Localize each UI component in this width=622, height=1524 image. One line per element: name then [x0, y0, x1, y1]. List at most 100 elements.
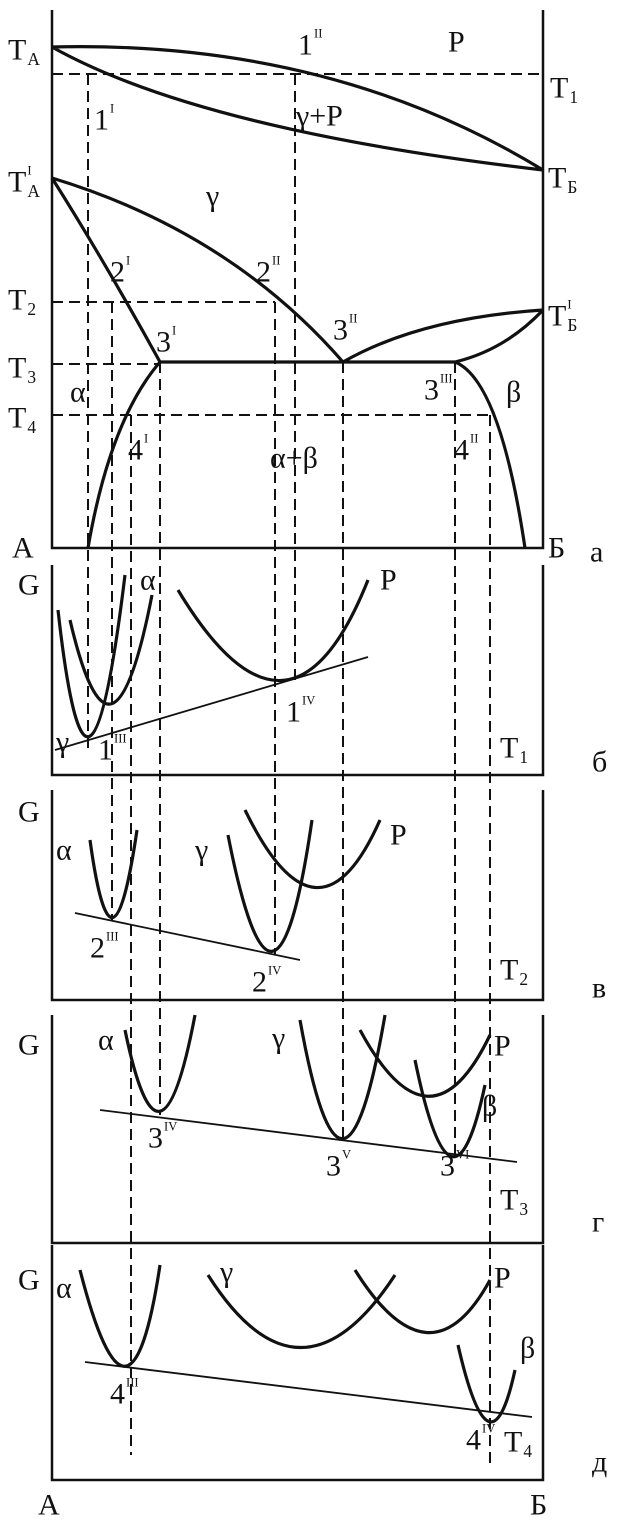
point-label: 3	[440, 1150, 455, 1183]
point-label-sup: II	[314, 27, 322, 41]
point-label-sup: IV	[268, 964, 281, 978]
point-label: 3	[326, 1150, 341, 1183]
phase-label: α	[98, 1024, 114, 1057]
phase-label: P	[494, 1030, 511, 1063]
temperature-label-sub: 1	[519, 747, 528, 767]
point-label-sup: I	[172, 324, 176, 338]
point-label: 4	[128, 434, 143, 467]
point-label-sup: IV	[302, 694, 315, 708]
phase-label: γ	[271, 1022, 285, 1055]
point-label-sup: I	[110, 102, 114, 116]
phase-label: γ	[194, 834, 208, 867]
phase-label: β	[482, 1090, 497, 1123]
temperature-label-sub: 4	[27, 417, 36, 437]
point-label: 3	[148, 1122, 163, 1155]
axis-end-label: Б	[548, 532, 565, 565]
point-label-sup: III	[106, 930, 119, 944]
liquidus-solidus	[51, 45, 544, 172]
temperature-label: T	[504, 1426, 522, 1459]
temperature-label: T	[550, 72, 568, 105]
region-label: P	[448, 26, 465, 59]
point-label: 3	[333, 314, 348, 347]
point-label: 4	[466, 1424, 481, 1457]
point-label-sup: II	[272, 254, 280, 268]
point-label-sup: II	[470, 432, 478, 446]
temperature-label-sub: 2	[27, 299, 36, 319]
point-label-sup: VI	[456, 1148, 469, 1162]
temperature-label: T	[500, 1184, 518, 1217]
energy-axis-label: G	[18, 796, 40, 829]
temperature-label-sub: 2	[519, 969, 528, 989]
temperature-label-sup: I	[27, 164, 31, 178]
point-label: 3	[424, 374, 439, 407]
point-label: 2	[90, 932, 105, 965]
point-label: 1	[298, 29, 313, 62]
temperature-label-sub: 3	[27, 367, 36, 387]
energy-curves	[88, 809, 382, 953]
temperature-label: T	[8, 352, 26, 385]
temperature-label: T	[548, 300, 566, 333]
temperature-label: T	[8, 284, 26, 317]
point-label-sup: IV	[482, 1422, 495, 1436]
panel-label: в	[592, 972, 606, 1005]
point-label: 3	[156, 326, 171, 359]
region-label: γ+P	[295, 100, 343, 133]
temperature-label-sub: 1	[569, 87, 578, 107]
point-label-sup: III	[126, 1376, 139, 1390]
axis-end-label: A	[12, 532, 34, 565]
temperature-label-sub: 4	[523, 1441, 532, 1461]
phase-label: P	[494, 1262, 511, 1295]
point-label-sup: I	[126, 254, 130, 268]
panel-label: г	[592, 1206, 604, 1239]
point-label: 1	[98, 734, 113, 767]
temperature-label-sub: Б	[567, 315, 577, 335]
phase-label: α	[56, 834, 72, 867]
point-label-sup: V	[342, 1148, 351, 1162]
energy-axis-label: G	[18, 569, 40, 602]
region-label: β	[506, 376, 521, 409]
temperature-label-sup: I	[567, 298, 571, 312]
energy-axis-label: G	[18, 1029, 40, 1062]
temperature-lines	[52, 73, 543, 416]
temperature-label-sub: A	[27, 181, 40, 201]
point-label: 2	[256, 256, 271, 289]
point-label-sup: II	[349, 312, 357, 326]
point-label-sup: III	[440, 372, 453, 386]
temperature-label: T	[500, 954, 518, 987]
panel-label: а	[590, 536, 603, 569]
point-label: 4	[454, 434, 469, 467]
phase-label: γ	[55, 726, 69, 759]
panel-label: д	[592, 1446, 607, 1479]
panel-frame	[50, 565, 545, 777]
phase-label: P	[380, 564, 397, 597]
temperature-label-sub: 3	[519, 1199, 528, 1219]
tangent-line	[84, 1361, 533, 1418]
temperature-label-sub: Б	[567, 177, 577, 197]
temperature-label: T	[548, 162, 566, 195]
phase-label: P	[390, 819, 407, 852]
temperature-label: T	[500, 732, 518, 765]
tangent-line	[74, 912, 301, 961]
point-label: 4	[110, 1378, 125, 1411]
point-label: 2	[110, 256, 125, 289]
temperature-label: T	[8, 166, 26, 199]
point-label-sup: IV	[164, 1120, 177, 1134]
phase-label: β	[520, 1332, 535, 1365]
axis-end-label: Б	[530, 1489, 547, 1522]
phase-label: α	[140, 564, 156, 597]
region-label: α	[70, 376, 86, 409]
panel-frame	[50, 1015, 545, 1245]
phase-label: γ	[219, 1256, 233, 1289]
energy-curves	[56, 574, 370, 739]
point-label: 1	[94, 104, 109, 137]
projection-lines	[87, 74, 491, 1467]
panel-frame	[50, 790, 545, 1002]
panel-label: б	[592, 746, 607, 779]
region-label: γ	[205, 180, 219, 213]
tangent-line	[54, 656, 369, 751]
region-label: α+β	[270, 442, 318, 475]
temperature-label: T	[8, 34, 26, 67]
energy-curves	[78, 1264, 517, 1424]
panel-frame	[50, 10, 545, 550]
